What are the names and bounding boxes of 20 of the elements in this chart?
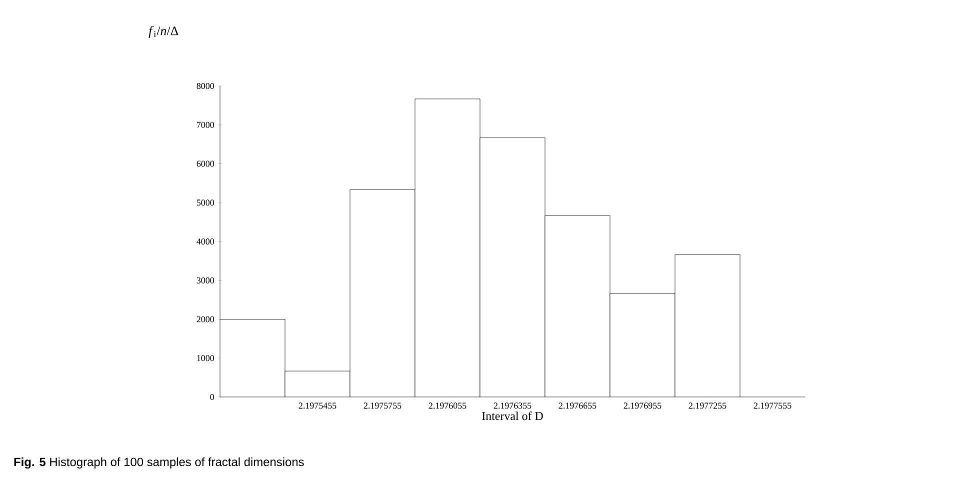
- x-tick-label: 2.1976055: [428, 402, 466, 409]
- y-tick-label: 4000: [196, 238, 214, 245]
- y-tick-label: 6000: [196, 160, 214, 167]
- text: Fig. 5 Histograph of 100 samples of fractal dimensions: [14, 457, 304, 469]
- x-tick-label: 2.1975455: [298, 402, 336, 409]
- y-tick-label: 7000: [197, 122, 214, 128]
- y-axis-title: f$_{i}$/n/Δ: [148, 26, 178, 38]
- x-tick-label: 2.1977255: [688, 402, 726, 409]
- x-axis-title: Interval of D: [482, 412, 543, 420]
- x-tick-label: 2.1976955: [624, 402, 662, 409]
- y-tick-label: 8000: [196, 82, 214, 90]
- y-tick-label: 3000: [196, 277, 214, 284]
- x-tick-label: 2.1976355: [494, 402, 532, 409]
- y-tick-label: 5000: [196, 200, 214, 206]
- y-tick-label: 1000: [197, 355, 214, 362]
- x-tick-label: 2.1976655: [558, 402, 596, 409]
- y-tick-label: 2000: [196, 316, 214, 322]
- y-tick-label: 0: [210, 394, 214, 400]
- x-tick-label: 2.1975755: [364, 402, 402, 409]
- x-tick-label: 2.1977555: [754, 402, 792, 409]
